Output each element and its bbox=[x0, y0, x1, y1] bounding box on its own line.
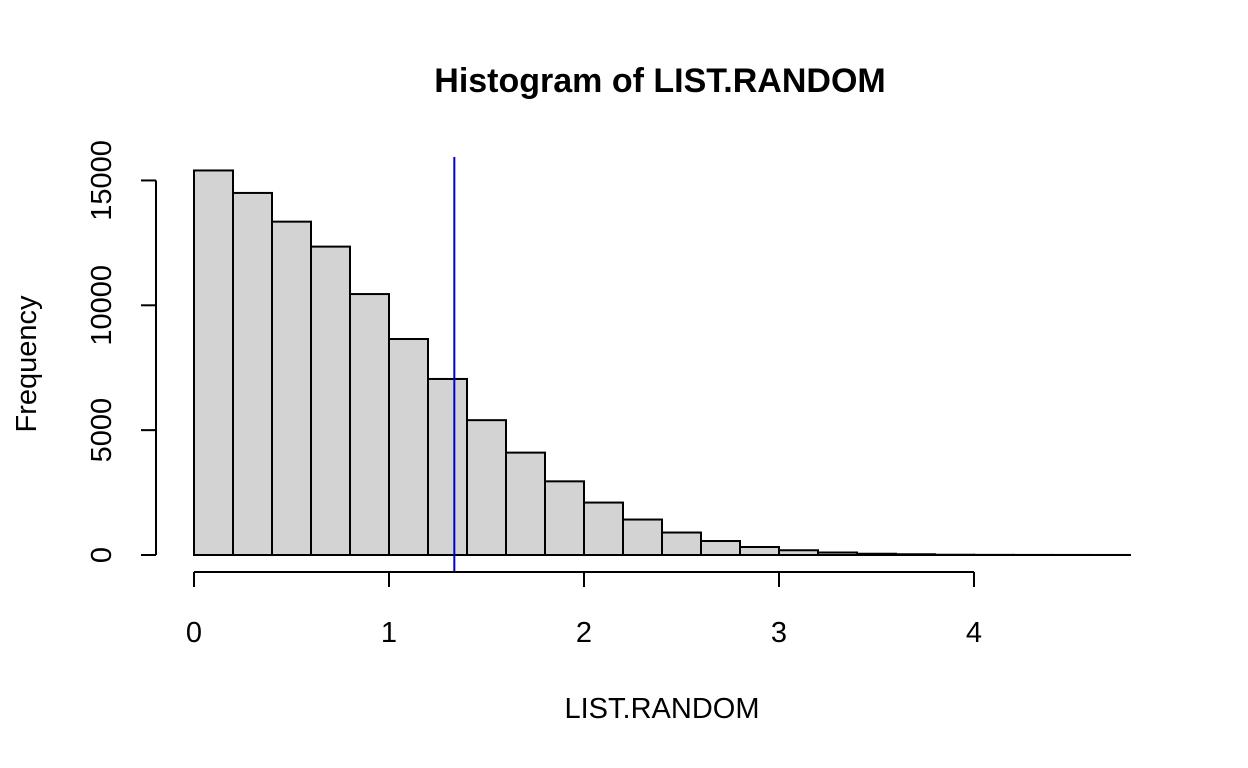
histogram-bar-18 bbox=[895, 553, 936, 557]
histogram-bar-16 bbox=[817, 551, 858, 556]
bars-layer bbox=[193, 169, 1131, 557]
y-axis-title: Frequency bbox=[11, 295, 43, 433]
histogram-bar-10 bbox=[583, 501, 624, 556]
histogram-bar-14 bbox=[739, 546, 780, 556]
histogram-bar-3 bbox=[310, 245, 351, 556]
x-axis-title: LIST.RANDOM bbox=[565, 693, 760, 725]
histogram-bar-5 bbox=[388, 338, 429, 556]
x-tick-label-1: 1 bbox=[381, 617, 397, 649]
y-tick-label-3: 15000 bbox=[86, 140, 118, 221]
histogram-bar-15 bbox=[778, 549, 819, 556]
y-tick-label-2: 10000 bbox=[86, 265, 118, 346]
histogram-bar-1 bbox=[232, 191, 273, 556]
x-axis: 0 1 2 3 4 bbox=[186, 571, 982, 649]
histogram-bar-13 bbox=[700, 540, 741, 556]
y-tick-label-1: 5000 bbox=[86, 398, 118, 463]
histogram-bar-8 bbox=[505, 451, 546, 556]
histogram-bar-4 bbox=[349, 293, 390, 556]
histogram-bar-6 bbox=[427, 377, 468, 556]
x-tick-label-4: 4 bbox=[966, 617, 982, 649]
histogram-bar-11 bbox=[622, 518, 663, 557]
histogram-bar-2 bbox=[271, 220, 312, 556]
x-tick-label-3: 3 bbox=[771, 617, 787, 649]
histogram-bar-12 bbox=[661, 531, 702, 556]
y-axis: 0 5000 10000 15000 bbox=[86, 140, 157, 563]
histogram-bar-0 bbox=[193, 169, 234, 556]
y-tick-label-0: 0 bbox=[86, 547, 118, 563]
histogram-bar-7 bbox=[466, 419, 507, 556]
x-tick-label-2: 2 bbox=[576, 617, 592, 649]
histogram-bar-17 bbox=[856, 552, 897, 557]
chart-title: Histogram of LIST.RANDOM bbox=[434, 62, 885, 100]
x-tick-label-0: 0 bbox=[186, 617, 202, 649]
histogram-bar-9 bbox=[544, 480, 585, 556]
